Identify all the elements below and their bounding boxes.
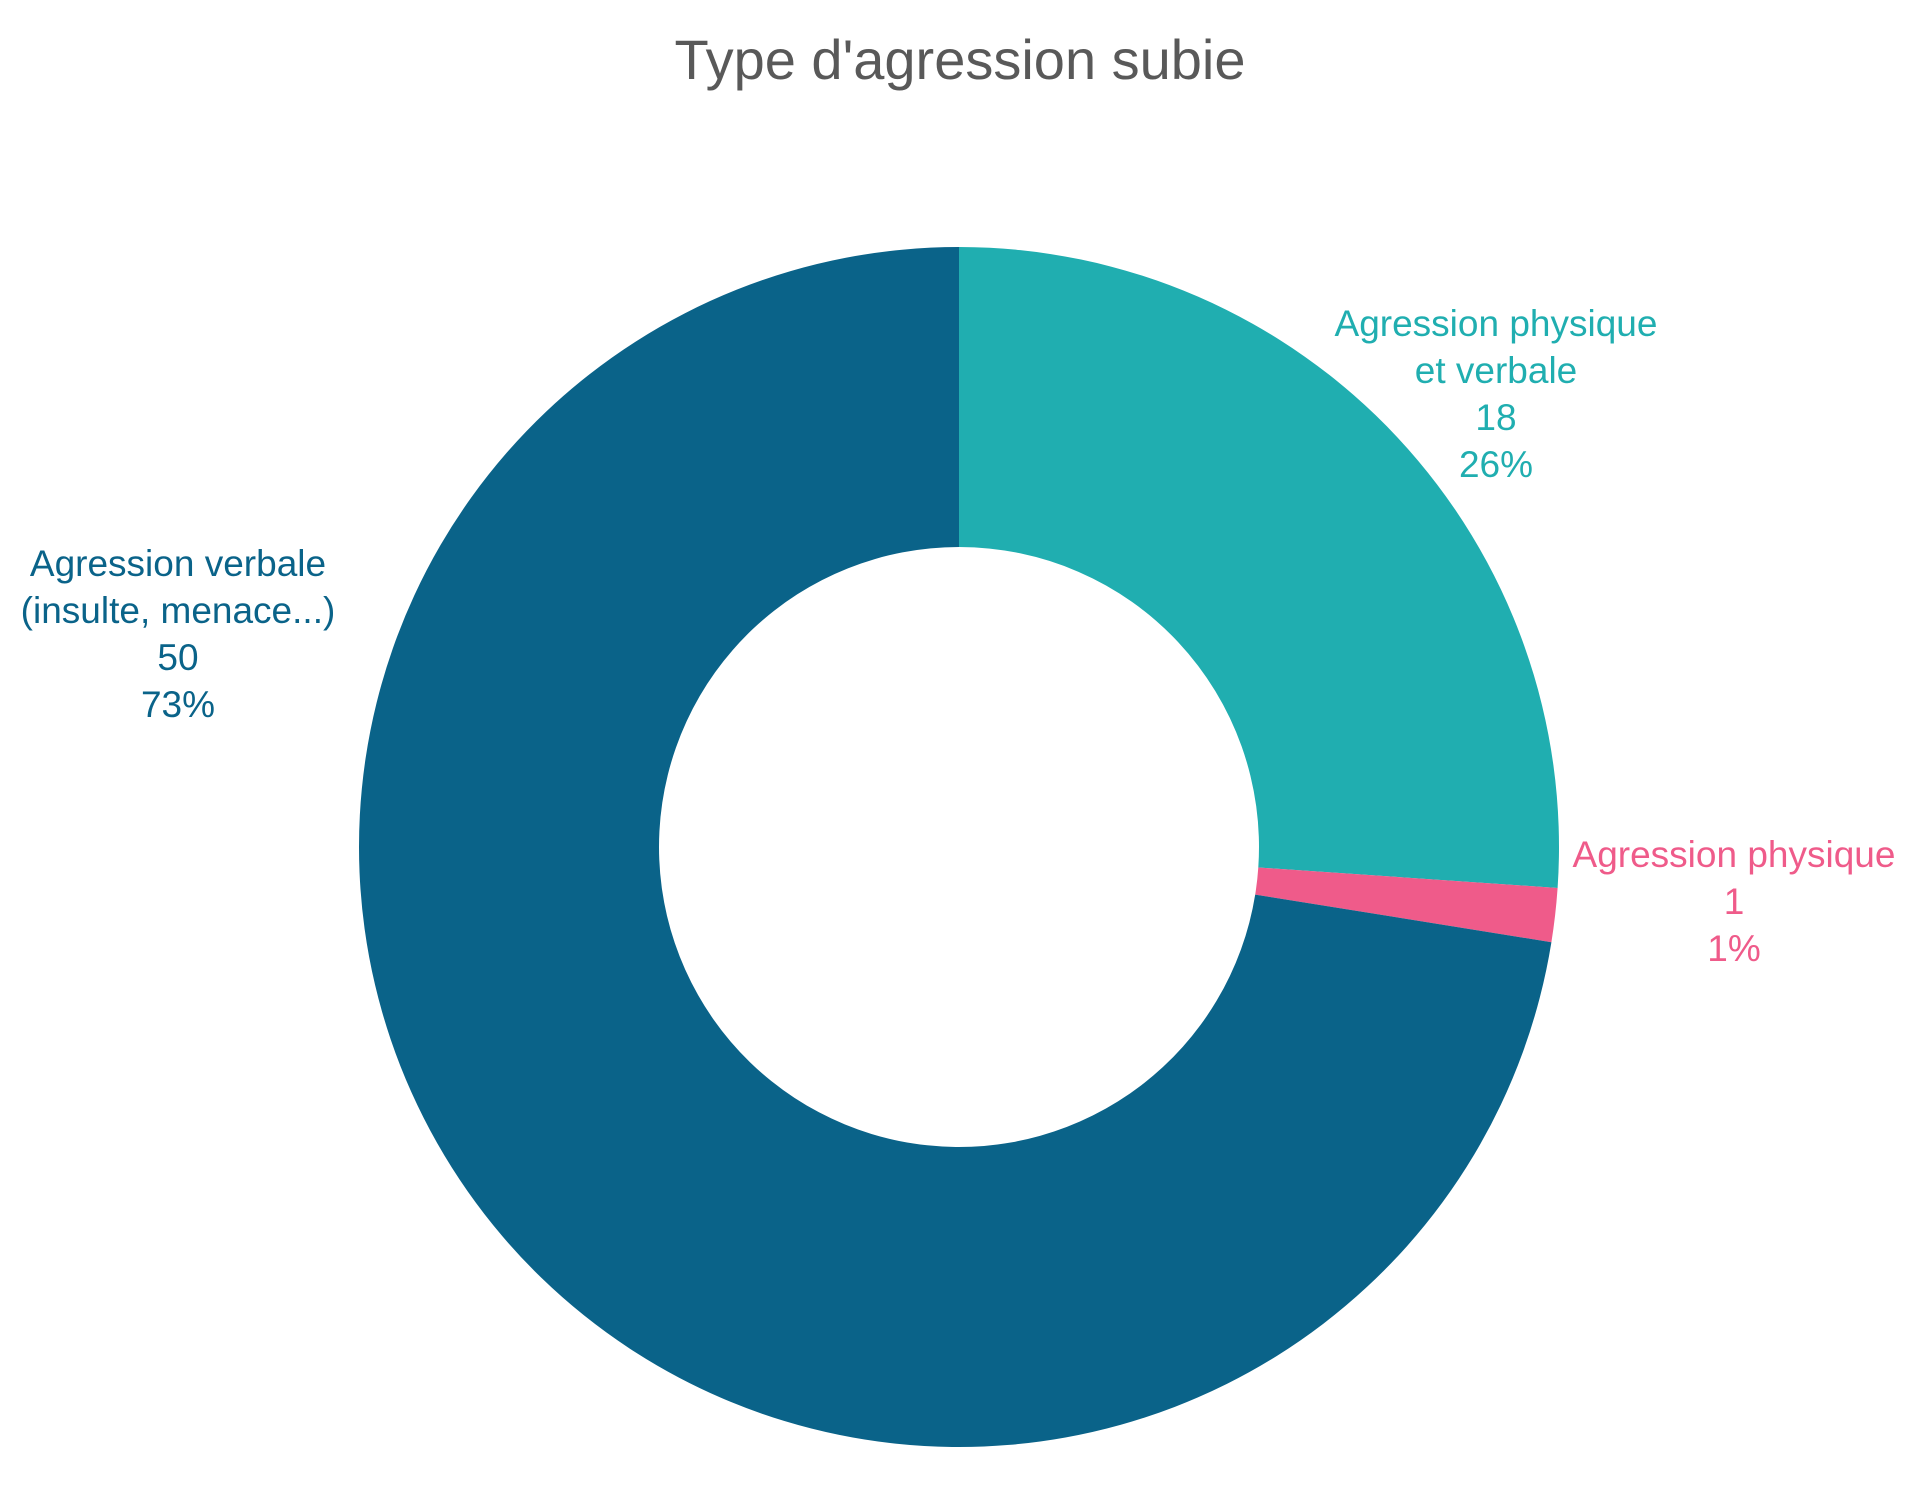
- donut-slice: [959, 247, 1560, 888]
- percent-label: 26%: [1459, 444, 1533, 485]
- percent-label: 73%: [141, 684, 215, 725]
- value-label: 1: [1724, 881, 1745, 922]
- donut-slice: [1255, 867, 1558, 943]
- slice-label: Agression physique: [1573, 834, 1896, 875]
- percent-label: 1%: [1707, 928, 1760, 969]
- value-label: 50: [157, 637, 198, 678]
- slice-label: et verbale: [1415, 350, 1578, 391]
- slice-label: Agression verbale: [30, 543, 326, 584]
- chart-title: Type d'agression subie: [674, 28, 1245, 91]
- donut-slice: [359, 247, 1552, 1447]
- slice-label: (insulte, menace...): [21, 590, 336, 631]
- value-label: 18: [1475, 397, 1516, 438]
- slice-label: Agression physique: [1335, 303, 1658, 344]
